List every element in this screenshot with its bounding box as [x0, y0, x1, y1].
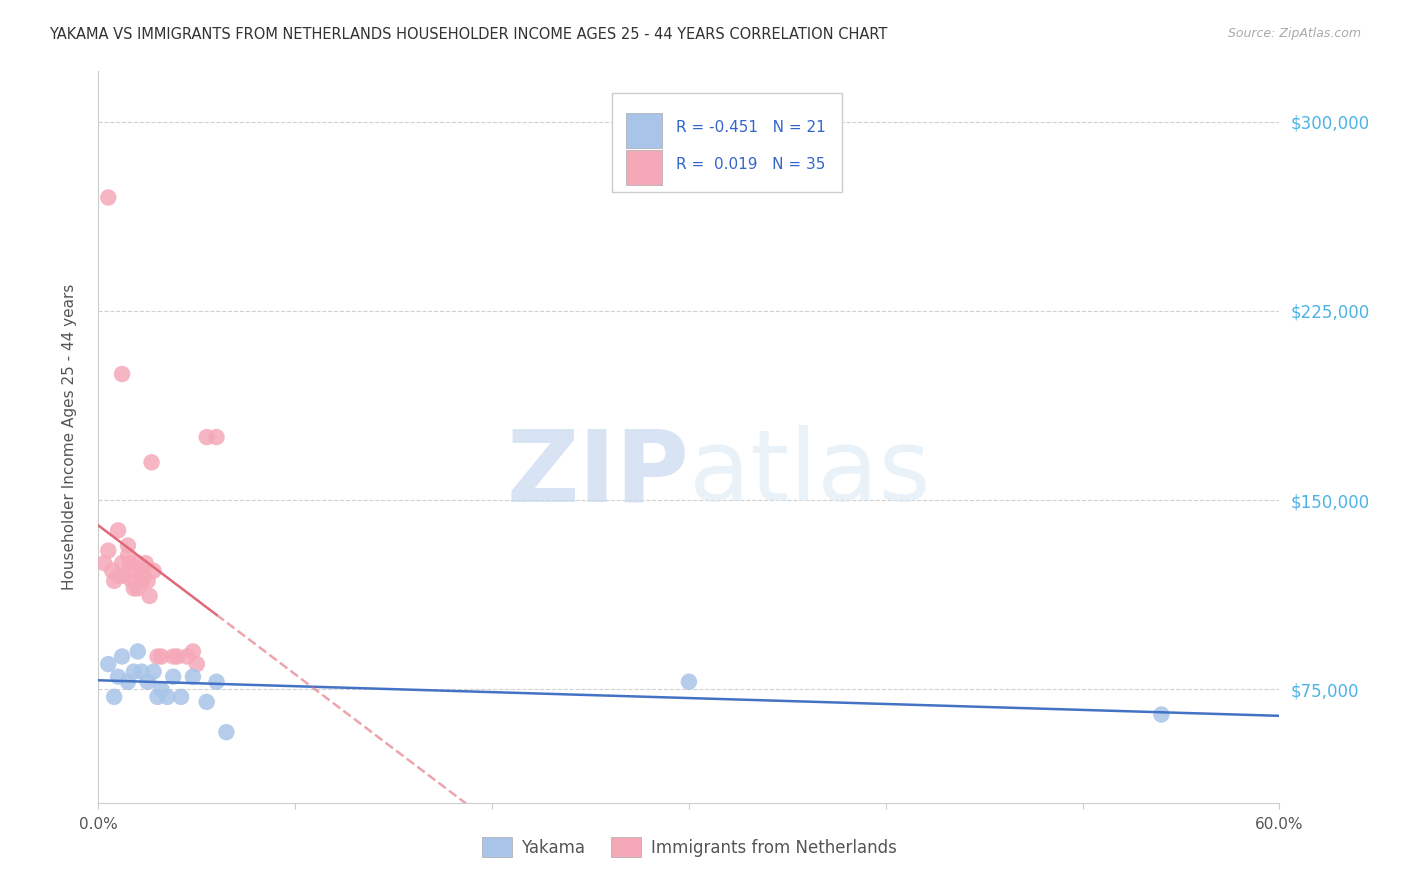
Point — [112, 569, 135, 583]
Point — [150, 649, 173, 664]
Text: atlas: atlas — [689, 425, 931, 522]
Point — [138, 589, 160, 603]
Point — [215, 725, 238, 739]
Point — [93, 556, 115, 570]
Point — [162, 670, 184, 684]
Point — [97, 657, 120, 671]
Point — [205, 674, 228, 689]
Point — [107, 670, 129, 684]
Point — [122, 582, 145, 596]
Point — [678, 674, 700, 689]
Text: Source: ZipAtlas.com: Source: ZipAtlas.com — [1227, 27, 1361, 40]
Point — [111, 556, 134, 570]
Point — [122, 665, 145, 679]
Point — [136, 574, 159, 588]
Point — [121, 574, 143, 588]
Point — [131, 665, 153, 679]
Point — [141, 455, 163, 469]
Point — [131, 564, 153, 578]
Point — [1150, 707, 1173, 722]
Point — [181, 644, 204, 658]
FancyBboxPatch shape — [626, 113, 662, 148]
Point — [195, 695, 218, 709]
Text: YAKAMA VS IMMIGRANTS FROM NETHERLANDS HOUSEHOLDER INCOME AGES 25 - 44 YEARS CORR: YAKAMA VS IMMIGRANTS FROM NETHERLANDS HO… — [49, 27, 887, 42]
Point — [181, 670, 204, 684]
Point — [131, 574, 153, 588]
Point — [136, 674, 159, 689]
Point — [103, 574, 125, 588]
Point — [111, 367, 134, 381]
Text: R = -0.451   N = 21: R = -0.451 N = 21 — [676, 120, 825, 136]
Text: ZIP: ZIP — [506, 425, 689, 522]
Point — [107, 569, 129, 583]
Point — [101, 564, 124, 578]
Point — [122, 564, 145, 578]
Point — [97, 190, 120, 204]
Point — [142, 665, 165, 679]
Point — [97, 543, 120, 558]
Legend: Yakama, Immigrants from Netherlands: Yakama, Immigrants from Netherlands — [475, 830, 903, 864]
Point — [117, 549, 139, 563]
Point — [205, 430, 228, 444]
Point — [117, 539, 139, 553]
Point — [195, 430, 218, 444]
FancyBboxPatch shape — [626, 150, 662, 185]
Point — [135, 556, 157, 570]
Point — [107, 524, 129, 538]
Text: R =  0.019   N = 35: R = 0.019 N = 35 — [676, 157, 825, 172]
Point — [132, 569, 155, 583]
Point — [166, 649, 188, 664]
Point — [156, 690, 179, 704]
FancyBboxPatch shape — [612, 94, 842, 192]
Point — [127, 556, 149, 570]
Point — [103, 690, 125, 704]
Point — [118, 556, 141, 570]
Point — [150, 682, 173, 697]
Point — [117, 674, 139, 689]
Point — [127, 644, 149, 658]
Point — [146, 649, 169, 664]
Y-axis label: Householder Income Ages 25 - 44 years: Householder Income Ages 25 - 44 years — [62, 284, 77, 591]
Point — [170, 690, 193, 704]
Point — [162, 649, 184, 664]
Point — [176, 649, 198, 664]
Point — [186, 657, 208, 671]
Point — [127, 582, 149, 596]
Point — [146, 690, 169, 704]
Point — [142, 564, 165, 578]
Point — [111, 649, 134, 664]
